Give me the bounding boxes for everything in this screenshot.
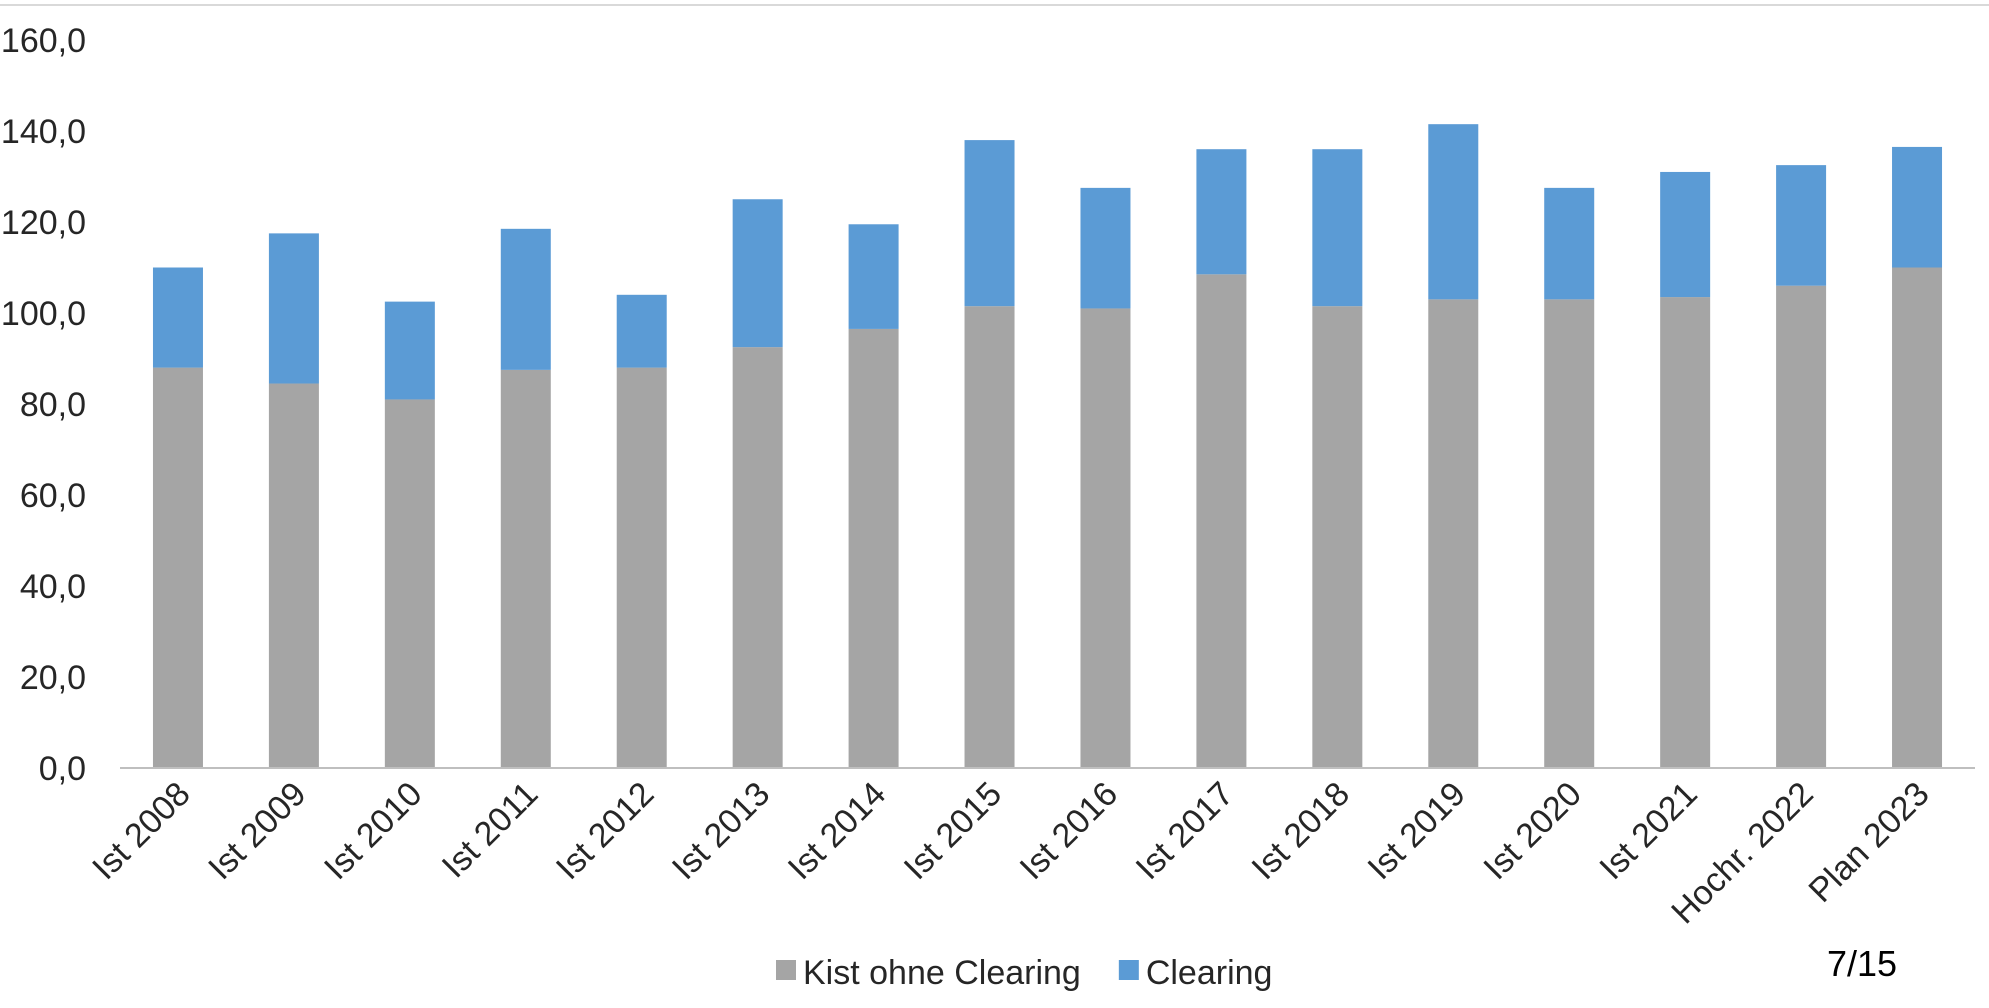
bar-kist-ohne-clearing bbox=[1544, 299, 1595, 768]
x-tick-label: Ist 2017 bbox=[1129, 775, 1241, 887]
y-tick-label: 60,0 bbox=[20, 477, 86, 515]
bar-kist-ohne-clearing bbox=[732, 347, 783, 768]
y-tick-label: 160,0 bbox=[1, 22, 86, 60]
y-tick-label: 100,0 bbox=[1, 295, 86, 333]
bar-kist-ohne-clearing bbox=[500, 369, 551, 768]
bar-kist-ohne-clearing bbox=[1080, 308, 1131, 768]
bar-clearing bbox=[152, 267, 203, 368]
legend-swatch-kist-ohne-clearing bbox=[776, 960, 796, 980]
y-tick-label: 140,0 bbox=[1, 113, 86, 151]
legend: Kist ohne Clearing Clearing bbox=[776, 954, 1272, 992]
x-tick-label: Ist 2016 bbox=[1013, 775, 1125, 887]
bar-kist-ohne-clearing bbox=[1428, 299, 1479, 768]
bar-clearing bbox=[1196, 149, 1247, 275]
bar-clearing bbox=[1660, 171, 1711, 298]
y-tick-label: 80,0 bbox=[20, 386, 86, 424]
x-tick-label: Ist 2020 bbox=[1476, 775, 1588, 887]
x-tick-label: Ist 2018 bbox=[1245, 775, 1357, 887]
page-number: 7/15 bbox=[1827, 943, 1897, 984]
x-tick-label: Ist 2014 bbox=[781, 775, 893, 887]
x-tick-label: Ist 2010 bbox=[317, 775, 429, 887]
bar-kist-ohne-clearing bbox=[152, 367, 203, 768]
bar-kist-ohne-clearing bbox=[1312, 306, 1363, 768]
bar-kist-ohne-clearing bbox=[964, 306, 1015, 768]
bar-kist-ohne-clearing bbox=[384, 399, 435, 768]
bar-clearing bbox=[500, 228, 551, 370]
bar-clearing bbox=[1544, 187, 1595, 300]
x-tick-label: Ist 2013 bbox=[665, 775, 777, 887]
x-tick-label: Ist 2015 bbox=[897, 775, 1009, 887]
bar-clearing bbox=[1080, 187, 1131, 309]
bar-kist-ohne-clearing bbox=[1776, 285, 1827, 768]
y-tick-label: 20,0 bbox=[20, 659, 86, 697]
bar-kist-ohne-clearing bbox=[848, 328, 899, 768]
bar-clearing bbox=[1428, 124, 1479, 300]
bar-clearing bbox=[1776, 165, 1827, 286]
bar-kist-ohne-clearing bbox=[1660, 297, 1711, 768]
legend-label-clearing: Clearing bbox=[1146, 954, 1273, 992]
legend-label-kist-ohne-clearing: Kist ohne Clearing bbox=[803, 954, 1081, 992]
bar-clearing bbox=[732, 199, 783, 348]
bar-kist-ohne-clearing bbox=[616, 367, 667, 768]
y-tick-label: 0,0 bbox=[39, 750, 86, 788]
x-axis-ticks: Ist 2008 Ist 2009 Ist 2010 Ist 2011 Ist 2012… bbox=[85, 775, 1936, 932]
x-tick-label: Ist 2011 bbox=[435, 775, 546, 886]
bar-clearing bbox=[268, 233, 319, 384]
bar-kist-ohne-clearing bbox=[1196, 274, 1247, 768]
bar-clearing bbox=[964, 140, 1015, 307]
x-tick-label: Ist 2009 bbox=[201, 775, 313, 887]
bar-clearing bbox=[1892, 146, 1943, 268]
bars bbox=[152, 124, 1943, 768]
bar-clearing bbox=[1312, 149, 1363, 307]
bar-kist-ohne-clearing bbox=[268, 383, 319, 768]
y-axis-ticks: 0,0 20,0 40,0 60,0 80,0 100,0 120,0 140,0 160,0 bbox=[1, 22, 86, 788]
bar-kist-ohne-clearing bbox=[1892, 267, 1943, 768]
y-tick-label: 120,0 bbox=[1, 204, 86, 242]
y-tick-label: 40,0 bbox=[20, 568, 86, 606]
x-tick-label: Plan 2023 bbox=[1802, 775, 1937, 910]
bar-clearing bbox=[848, 224, 899, 329]
bar-clearing bbox=[616, 294, 667, 368]
x-tick-label: Ist 2019 bbox=[1361, 775, 1473, 887]
x-tick-label: Ist 2021 bbox=[1592, 775, 1704, 887]
x-tick-label: Ist 2008 bbox=[85, 775, 197, 887]
legend-swatch-clearing bbox=[1118, 960, 1139, 980]
x-tick-label: Ist 2012 bbox=[549, 775, 661, 887]
bar-clearing bbox=[384, 301, 435, 400]
